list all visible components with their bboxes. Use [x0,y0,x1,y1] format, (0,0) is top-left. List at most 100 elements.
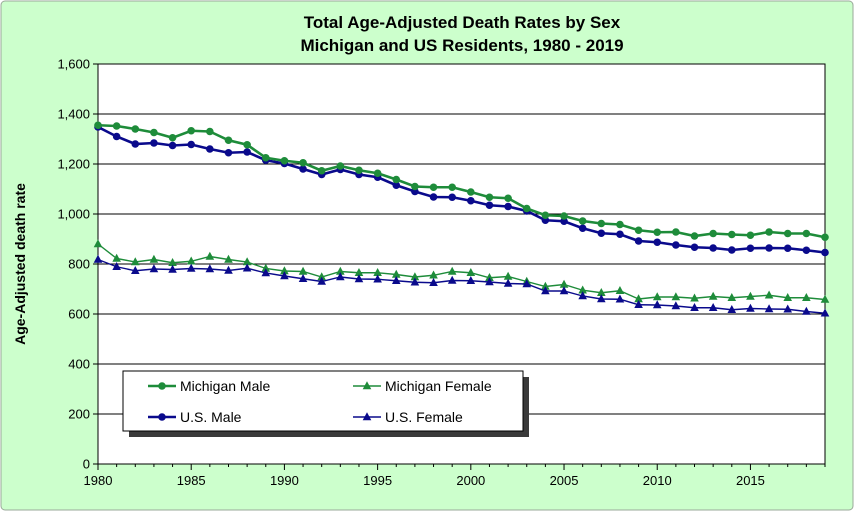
data-point-u-s-male [224,148,233,157]
data-point-u-s-female [298,273,308,282]
data-point-michigan-female [634,294,643,303]
data-point-u-s-male [634,237,643,245]
data-point-u-s-female [746,303,755,312]
data-point-u-s-female [783,304,793,313]
data-point-u-s-male [150,139,158,147]
data-point-michigan-male [467,188,475,196]
data-point-michigan-female [485,272,494,281]
data-point-u-s-male [485,201,494,210]
data-point-u-s-male [206,145,214,153]
data-point-michigan-male [616,220,624,229]
data-point-michigan-female [410,272,420,281]
data-point-michigan-male [336,162,345,170]
series-line-u-s-female [97,258,826,314]
data-point-michigan-female [336,266,345,275]
data-point-michigan-male [690,232,699,240]
data-point-u-s-female [280,271,289,280]
data-point-michigan-male [560,212,568,220]
data-point-michigan-male [765,228,773,236]
y-tick-label: 1,000 [57,207,90,222]
data-point-u-s-female [447,275,457,284]
y-tick-label: 1,600 [57,57,90,72]
data-point-u-s-female [261,268,271,277]
data-point-u-s-female [578,291,587,300]
y-tick-label: 1,400 [57,107,90,122]
data-point-u-s-male [783,244,792,253]
data-point-michigan-male [802,229,811,238]
legend-item-michigan-female: Michigan Female [353,378,492,394]
data-point-michigan-male [224,136,233,145]
data-point-u-s-male [448,193,456,202]
data-point-u-s-female [354,274,364,283]
data-point-michigan-male [727,230,736,239]
data-point-u-s-female [317,276,326,285]
data-point-michigan-male [522,204,531,213]
data-point-michigan-male [112,122,121,130]
series-layer [93,121,830,317]
x-tick-label: 2005 [550,473,579,488]
series-michigan-female [93,239,830,303]
data-point-michigan-female [317,272,326,281]
data-point-michigan-male [653,228,662,237]
data-point-u-s-female [466,275,476,284]
data-point-michigan-male [541,211,550,220]
data-point-michigan-female [130,257,140,266]
data-point-michigan-female [578,285,587,294]
y-tick-label: 800 [68,257,90,272]
data-point-michigan-female [708,291,718,300]
data-point-michigan-female [186,256,196,265]
data-point-u-s-female [652,300,662,309]
legend-swatch-marker [362,381,372,390]
data-point-michigan-female [820,294,830,303]
legend: Michigan Male Michigan Female U.S. Male U.S… [122,370,529,437]
x-tick-label: 1980 [84,473,113,488]
data-point-u-s-male [578,224,587,233]
legend-swatch-marker [362,412,372,421]
data-point-michigan-male [187,126,196,135]
data-point-michigan-male [261,153,270,162]
data-point-u-s-male [709,244,717,252]
data-point-u-s-male [690,243,699,252]
data-point-michigan-female [783,292,793,301]
data-point-u-s-male [187,140,196,149]
data-point-michigan-female [652,292,662,301]
data-point-u-s-female [559,286,569,295]
data-point-u-s-female [522,279,532,288]
y-tick-label: 0 [83,457,90,472]
data-point-michigan-female [149,254,159,263]
data-point-michigan-male [821,233,829,242]
data-point-michigan-female [261,263,271,272]
data-point-michigan-female [746,291,755,300]
y-tick-label: 1,200 [57,157,90,172]
data-point-michigan-male [355,166,363,175]
data-point-michigan-male [429,183,438,192]
data-point-u-s-male [429,193,438,201]
data-point-u-s-female [336,272,345,281]
data-point-michigan-female [429,270,438,279]
legend-item-u-s-female: U.S. Female [353,409,463,425]
data-point-u-s-female [149,264,159,273]
data-point-u-s-female [634,299,643,308]
data-point-u-s-female [615,294,625,303]
data-point-michigan-male [448,183,456,192]
legend-swatch-marker [158,382,166,390]
data-point-u-s-female [802,306,811,315]
data-point-u-s-male [168,141,177,150]
data-point-michigan-female [93,239,103,248]
legend-label: U.S. Female [385,409,463,425]
legend-item-u-s-male: U.S. Male [148,409,242,425]
data-point-u-s-male [299,165,307,173]
x-tick-label: 2015 [736,473,765,488]
legend-swatch-marker [158,413,166,421]
data-point-u-s-female [597,294,606,303]
data-point-michigan-female [391,269,401,278]
x-tick-label: 1995 [363,473,392,488]
data-point-u-s-female [391,275,401,284]
data-point-u-s-male [112,132,121,141]
data-point-michigan-male [299,158,307,167]
data-point-michigan-female [690,293,699,302]
chart-title: Total Age-Adjusted Death Rates by Sex [304,13,621,32]
data-point-michigan-male [672,228,680,236]
data-point-michigan-female [541,281,550,290]
data-point-u-s-female [671,301,681,310]
